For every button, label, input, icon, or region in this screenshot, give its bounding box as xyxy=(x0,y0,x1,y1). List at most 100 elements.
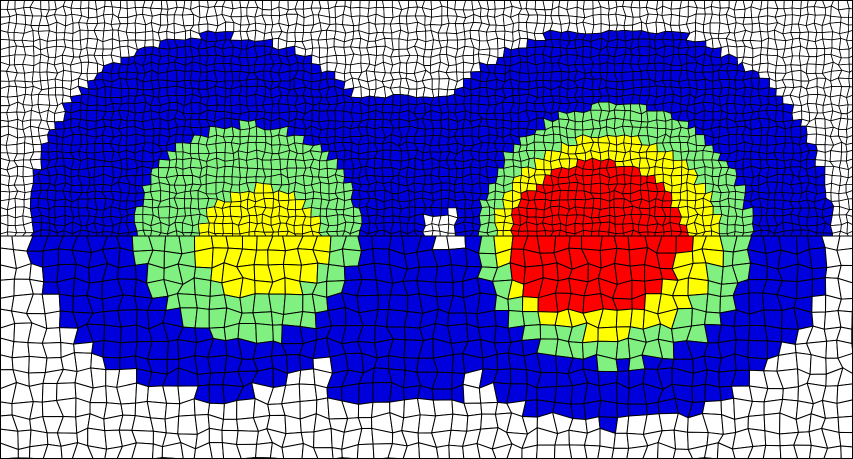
mesh-cell xyxy=(847,16,853,26)
mesh-cell xyxy=(440,207,449,217)
mesh-cell xyxy=(423,56,432,66)
mesh-cell xyxy=(695,134,706,147)
mesh-cell xyxy=(416,266,439,283)
mesh-cell xyxy=(28,355,48,374)
mesh-cell xyxy=(526,38,537,49)
mesh-cell xyxy=(175,69,186,83)
mesh-cell xyxy=(254,40,266,47)
mesh-cell xyxy=(313,427,333,449)
mesh-cell xyxy=(654,231,665,237)
mesh-cell xyxy=(398,62,408,75)
mesh-cell xyxy=(494,63,506,75)
mesh-cell xyxy=(387,294,409,313)
mesh-cell xyxy=(848,77,853,88)
mesh-cell xyxy=(381,167,394,177)
mesh-cell xyxy=(190,102,201,115)
mesh-cell xyxy=(507,295,524,313)
mesh-cell xyxy=(189,190,199,200)
mesh-cell xyxy=(446,32,458,41)
mesh-cell xyxy=(151,118,161,130)
mesh-cell xyxy=(663,230,673,237)
mesh-cell xyxy=(615,166,625,176)
mesh-cell xyxy=(141,173,152,187)
mesh-cell xyxy=(808,247,828,270)
mesh-cell xyxy=(135,382,149,404)
mesh-cell xyxy=(450,413,469,432)
mesh-cell xyxy=(367,78,377,91)
mesh-cell xyxy=(526,183,537,192)
mesh-cell xyxy=(719,0,730,9)
mesh-cell xyxy=(742,17,753,25)
mesh-cell xyxy=(846,39,853,50)
mesh-cell xyxy=(157,79,169,89)
mesh-cell xyxy=(286,31,296,42)
mesh-cell xyxy=(229,205,243,218)
mesh-cell xyxy=(750,127,763,136)
mesh-cell xyxy=(46,30,58,42)
mesh-cell xyxy=(56,135,64,145)
mesh-cell xyxy=(314,384,329,401)
mesh-cell xyxy=(838,48,850,59)
mesh-cell xyxy=(401,414,421,434)
mesh-cell xyxy=(733,8,746,19)
mesh-cell xyxy=(431,78,440,91)
mesh-cell xyxy=(55,87,64,96)
mesh-cell xyxy=(760,47,769,56)
mesh-cell xyxy=(525,0,537,10)
mesh-cell xyxy=(208,294,228,310)
mesh-cell xyxy=(463,94,472,105)
mesh-cell xyxy=(343,125,351,139)
mesh-cell xyxy=(41,382,58,403)
mesh-cell xyxy=(629,308,646,330)
mesh-cell xyxy=(326,214,339,227)
mesh-cell xyxy=(747,414,766,432)
mesh-cell xyxy=(607,142,618,152)
mesh-cell xyxy=(31,71,41,83)
mesh-cell xyxy=(814,150,826,161)
mesh-cell xyxy=(831,205,841,216)
mesh-cell xyxy=(542,0,554,11)
mesh-cell xyxy=(117,309,138,328)
mesh-cell xyxy=(382,32,393,40)
mesh-cell xyxy=(383,206,394,218)
mesh-cell xyxy=(399,15,408,25)
mesh-cell xyxy=(550,189,562,202)
mesh-cell xyxy=(469,166,481,175)
mesh-cell xyxy=(299,311,317,330)
mesh-cell xyxy=(350,0,361,9)
mesh-cell xyxy=(245,176,257,184)
mesh-cell xyxy=(247,135,258,143)
mesh-cell xyxy=(517,81,531,90)
mesh-cell xyxy=(359,7,370,18)
mesh-cell xyxy=(661,157,674,170)
mesh-cell xyxy=(590,182,602,194)
mesh-cell xyxy=(623,15,634,26)
mesh-cell xyxy=(372,382,393,403)
mesh-cell xyxy=(845,134,853,146)
mesh-cell xyxy=(526,207,537,218)
mesh-cell xyxy=(703,93,715,104)
mesh-cell xyxy=(205,181,217,195)
mesh-cell xyxy=(719,309,737,327)
mesh-cell xyxy=(0,401,13,417)
mesh-cell xyxy=(845,86,853,99)
mesh-cell xyxy=(673,429,689,450)
mesh-cell xyxy=(368,109,377,121)
mesh-cell xyxy=(623,103,632,112)
mesh-cell xyxy=(382,104,393,114)
mesh-cell xyxy=(230,63,242,73)
mesh-cell xyxy=(372,248,391,266)
mesh-cell xyxy=(210,235,229,249)
mesh-cell xyxy=(56,382,77,402)
mesh-cell xyxy=(166,85,177,96)
mesh-cell xyxy=(79,109,88,121)
mesh-cell xyxy=(398,38,408,50)
mesh-cell xyxy=(215,104,225,113)
mesh-cell xyxy=(208,442,225,459)
mesh-cell xyxy=(750,135,762,146)
mesh-cell xyxy=(671,31,682,41)
mesh-cell xyxy=(47,141,58,153)
mesh-cell xyxy=(144,39,154,48)
mesh-cell xyxy=(208,372,226,386)
